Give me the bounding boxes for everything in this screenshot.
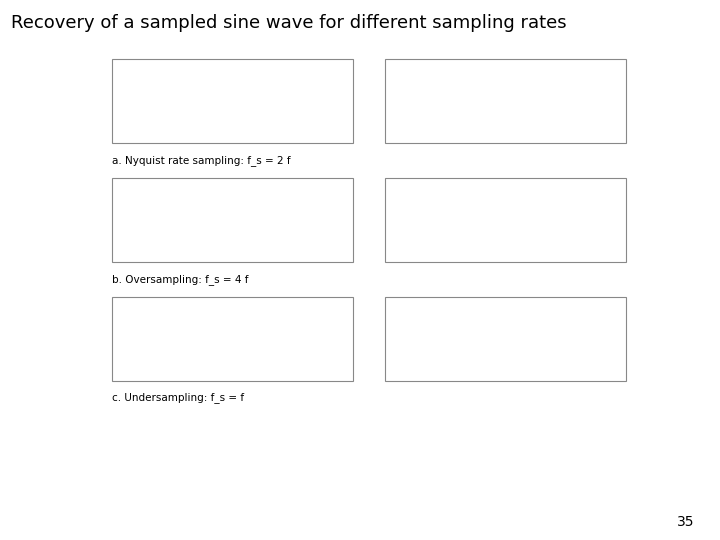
Text: c. Undersampling: f_s = f: c. Undersampling: f_s = f	[112, 393, 244, 403]
Text: a. Nyquist rate sampling: f_s = 2 f: a. Nyquist rate sampling: f_s = 2 f	[112, 155, 290, 166]
Text: Recovery of a sampled sine wave for different sampling rates: Recovery of a sampled sine wave for diff…	[11, 14, 567, 31]
Text: 35: 35	[678, 515, 695, 529]
Text: b. Oversampling: f_s = 4 f: b. Oversampling: f_s = 4 f	[112, 274, 248, 285]
